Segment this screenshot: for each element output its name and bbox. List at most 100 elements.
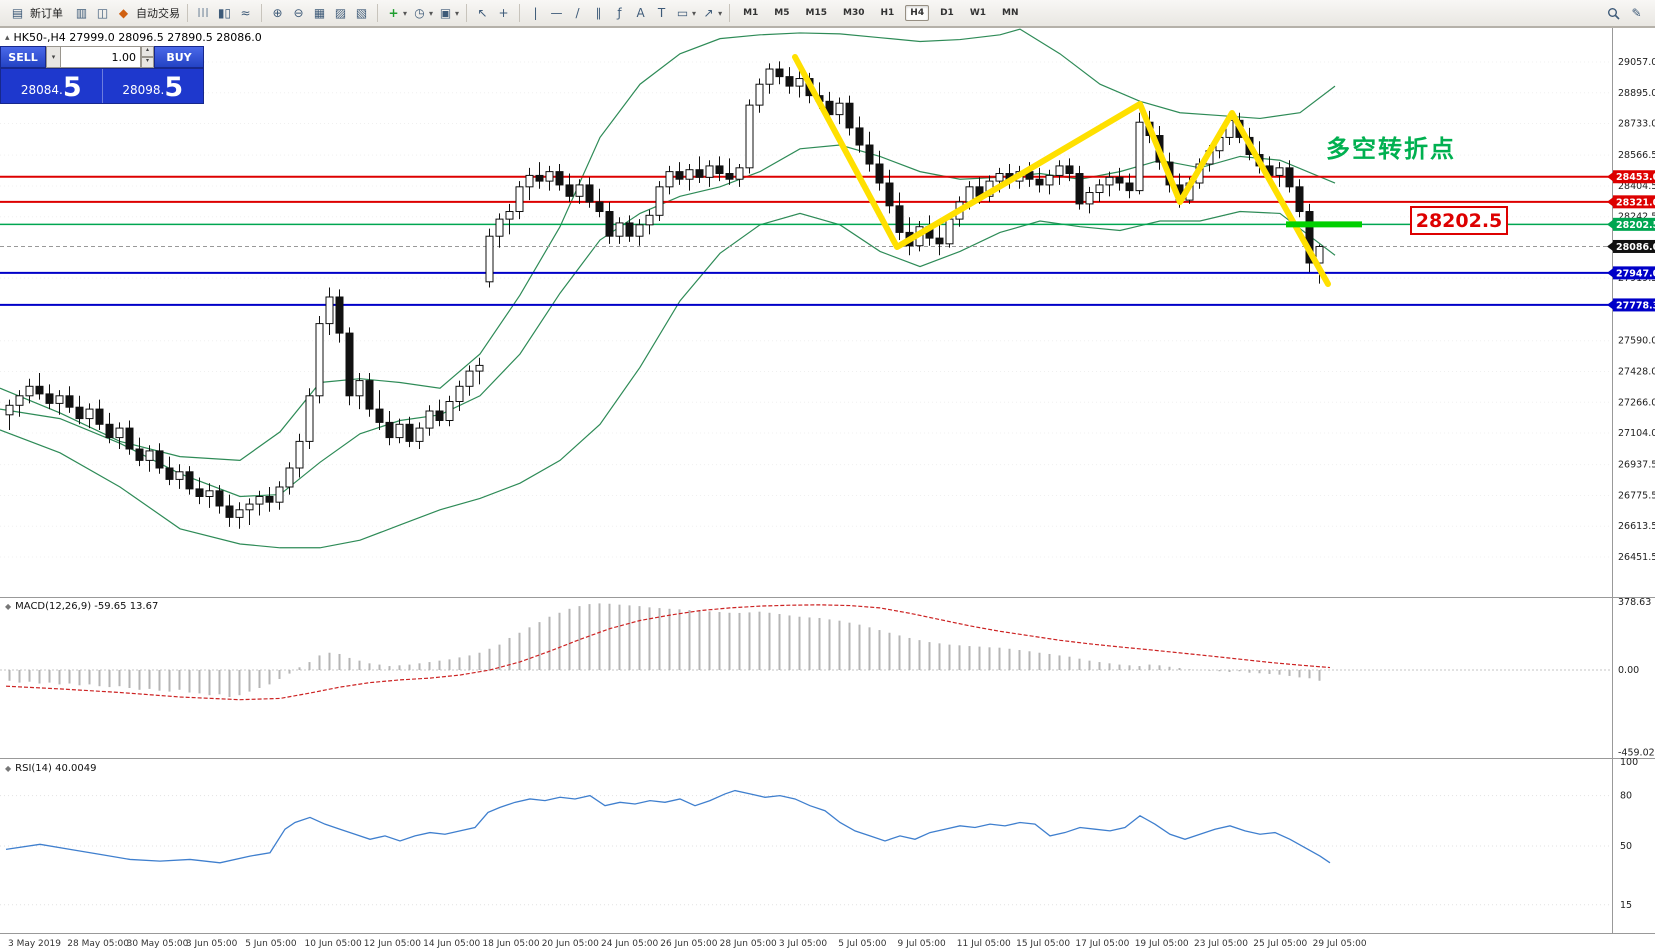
svg-text:26937.5: 26937.5	[1618, 460, 1655, 471]
svg-text:28202.5: 28202.5	[1616, 220, 1655, 231]
rsi-indicator: 100 80 50 15	[0, 757, 1638, 911]
timeframe-W1[interactable]: W1	[969, 8, 987, 18]
toolbar-separator	[377, 4, 378, 22]
trendline-tool-icon[interactable]: /	[575, 6, 580, 20]
add-indicator-icon[interactable]: +	[388, 6, 399, 20]
svg-text:27590.0: 27590.0	[1618, 336, 1655, 347]
svg-text:14 Jun 05:00: 14 Jun 05:00	[423, 939, 480, 949]
svg-text:9 Jul 05:00: 9 Jul 05:00	[898, 939, 947, 949]
template-icon[interactable]: ▣	[439, 6, 452, 20]
tile-windows-icon[interactable]: ▦	[313, 6, 326, 20]
price-tags: 28453.0 28321.0 28202.5 28086.0 27947.0 27778…	[1607, 170, 1655, 312]
timeframe-M1[interactable]: M1	[743, 8, 759, 18]
sell-price-pip: 5	[62, 72, 82, 103]
svg-text:28404.5: 28404.5	[1618, 181, 1655, 192]
chinese-annotation: 多空转折点	[1326, 135, 1456, 163]
rsi-title-text: RSI(14) 40.0049	[15, 763, 97, 774]
new-order-button[interactable]: 新订单	[30, 7, 63, 20]
svg-text:28895.0: 28895.0	[1618, 88, 1655, 99]
timeframe-H4[interactable]: H4	[905, 5, 930, 21]
zoom-out-icon[interactable]: ⊖	[293, 6, 304, 20]
auto-trading-button[interactable]: 自动交易	[136, 7, 180, 20]
volume-stepper[interactable]: ▴ ▾	[141, 46, 154, 68]
zoom-in-icon[interactable]: ⊕	[272, 6, 283, 20]
cursor-icon[interactable]: ↖	[477, 6, 488, 20]
svg-text:30 May 05:00: 30 May 05:00	[127, 939, 189, 949]
chevron-down-icon[interactable]: ▾	[455, 8, 460, 18]
chevron-down-icon[interactable]: ▾	[718, 8, 723, 18]
svg-text:100: 100	[1620, 757, 1638, 768]
svg-text:11 Jul 05:00: 11 Jul 05:00	[957, 939, 1011, 949]
macd-title: ◆ MACD(12,26,9) -59.65 13.67	[5, 601, 158, 612]
volume-down-icon[interactable]: ▾	[141, 57, 154, 68]
ohlc-text: HK50-,H4 27999.0 28096.5 27890.5 28086.0	[13, 31, 262, 44]
shapes-tool-icon[interactable]: ▭	[676, 6, 689, 20]
volume-dropdown-icon[interactable]: ▾	[46, 46, 61, 68]
buy-button[interactable]: BUY	[154, 46, 204, 68]
new-order-icon[interactable]: ▤	[11, 6, 24, 20]
timeframe-M5[interactable]: M5	[774, 8, 790, 18]
sell-price-main: 28084.	[20, 83, 63, 97]
period-icon[interactable]: ◷	[414, 6, 425, 20]
chevron-down-icon[interactable]: ▾	[692, 8, 697, 18]
crosshair-icon[interactable]: +	[498, 6, 509, 20]
macd-title-text: MACD(12,26,9) -59.65 13.67	[15, 601, 159, 612]
toolbar-separator	[466, 4, 468, 22]
bollinger-bands	[0, 28, 1336, 549]
search-icon[interactable]	[1605, 4, 1622, 22]
svg-text:26613.5: 26613.5	[1618, 521, 1655, 532]
svg-text:25 Jul 05:00: 25 Jul 05:00	[1253, 939, 1307, 949]
svg-text:80: 80	[1620, 791, 1632, 802]
timeframe-H1[interactable]: H1	[880, 8, 895, 18]
svg-text:26775.5: 26775.5	[1618, 490, 1655, 501]
timeframe-MN[interactable]: MN	[1002, 8, 1019, 18]
svg-text:3 Jun 05:00: 3 Jun 05:00	[186, 939, 238, 949]
one-click-trading-widget: SELL ▾ 1.00 ▴ ▾ BUY 28084. 5 28098. 5	[0, 46, 204, 104]
line-chart-icon[interactable]: ≈	[240, 6, 251, 20]
channel-tool-icon[interactable]: ∥	[595, 6, 602, 20]
svg-text:27947.0: 27947.0	[1616, 268, 1655, 279]
svg-text:28733.0: 28733.0	[1618, 119, 1655, 130]
svg-text:18 Jun 05:00: 18 Jun 05:00	[482, 939, 539, 949]
bar-chart-icon[interactable]: |||	[197, 8, 210, 18]
timeframe-M15[interactable]: M15	[805, 8, 827, 18]
buy-price[interactable]: 28098. 5	[103, 69, 204, 103]
fibonacci-tool-icon[interactable]: ƒ	[617, 6, 622, 20]
label-tool-icon[interactable]: T	[657, 6, 666, 20]
timeframe-M30[interactable]: M30	[843, 8, 865, 18]
arrows-tool-icon[interactable]: ↗	[703, 6, 714, 20]
vertical-line-tool-icon[interactable]: |	[533, 6, 538, 20]
svg-text:3 Jul 05:00: 3 Jul 05:00	[779, 939, 828, 949]
svg-text:5 Jul 05:00: 5 Jul 05:00	[838, 939, 887, 949]
sell-button[interactable]: SELL	[0, 46, 46, 68]
svg-text:17 Jul 05:00: 17 Jul 05:00	[1075, 939, 1129, 949]
svg-text:27104.0: 27104.0	[1618, 428, 1655, 439]
main-toolbar: ▤ 新订单 ▥ ◫ ◆ 自动交易 ||| ▮▯ ≈ ⊕ ⊖ ▦ ▨ ▧ + ▾ ◷…	[0, 0, 1655, 27]
svg-text:24 Jun 05:00: 24 Jun 05:00	[601, 939, 658, 949]
candle-chart-icon[interactable]: ▮▯	[217, 6, 232, 20]
svg-text:27428.0: 27428.0	[1618, 366, 1655, 377]
svg-text:15: 15	[1620, 900, 1632, 911]
chevron-down-icon[interactable]: ▾	[403, 8, 408, 18]
buy-price-main: 28098.	[122, 83, 165, 97]
text-tool-icon[interactable]: A	[636, 6, 645, 20]
volume-up-icon[interactable]: ▴	[141, 46, 154, 57]
svg-text:27266.0: 27266.0	[1618, 397, 1655, 408]
auto-trading-icon[interactable]: ◆	[118, 6, 129, 20]
draw-icon[interactable]: ✎	[1631, 6, 1642, 20]
svg-text:26 Jun 05:00: 26 Jun 05:00	[660, 939, 717, 949]
sell-price[interactable]: 28084. 5	[1, 69, 103, 103]
chevron-down-icon[interactable]: ▾	[429, 8, 434, 18]
terminal-icon[interactable]: ◫	[96, 6, 109, 20]
svg-text:-459.02: -459.02	[1618, 748, 1655, 759]
timeframe-D1[interactable]: D1	[940, 8, 954, 18]
volume-input[interactable]: 1.00	[61, 46, 141, 68]
svg-text:50: 50	[1620, 841, 1632, 852]
auto-scroll-icon[interactable]: ▨	[334, 6, 347, 20]
chart-shift-icon[interactable]: ▧	[355, 6, 368, 20]
horizontal-line-tool-icon[interactable]: —	[550, 6, 563, 20]
chart-ohlc-title: ▴ HK50-,H4 27999.0 28096.5 27890.5 28086…	[5, 31, 262, 44]
svg-text:12 Jun 05:00: 12 Jun 05:00	[364, 939, 421, 949]
market-depth-icon[interactable]: ▥	[75, 6, 88, 20]
